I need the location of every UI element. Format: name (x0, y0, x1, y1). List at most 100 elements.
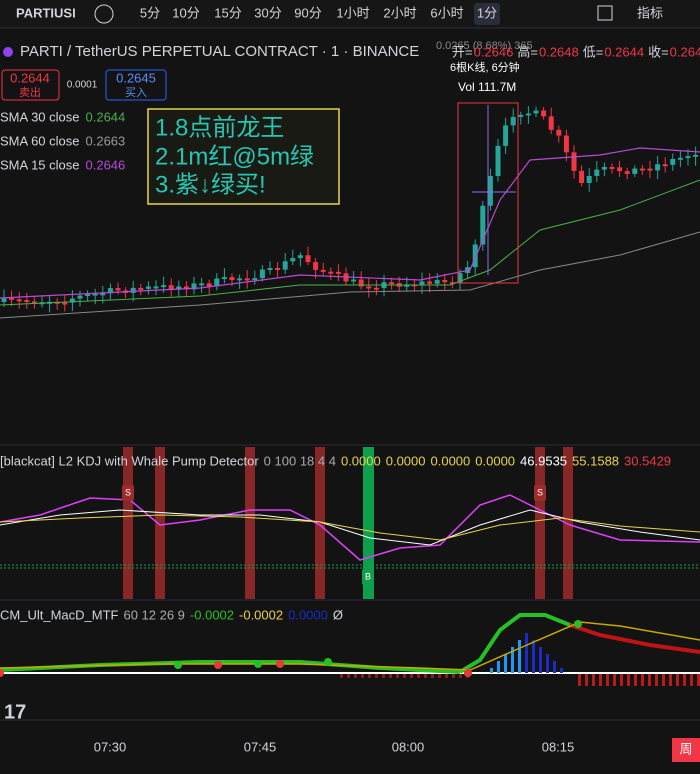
logo: 17 (4, 701, 26, 723)
interval[interactable]: 6小时 (430, 5, 463, 20)
sma-value: 0.2644 (86, 109, 126, 124)
annotation-line: 3.紫↓绿买! (155, 171, 266, 198)
candle (510, 116, 516, 126)
candle (685, 156, 691, 159)
legend-text: 0.0000 (288, 607, 328, 622)
candle (404, 284, 410, 287)
symbol[interactable]: PARTIUSI (16, 5, 76, 20)
histogram (368, 674, 371, 678)
corner-badge (672, 738, 700, 762)
ohlc-label: 收= (648, 44, 669, 59)
sell-button[interactable] (1, 69, 60, 101)
candle (313, 262, 319, 270)
candle (107, 288, 113, 294)
histogram (347, 674, 350, 678)
candle (214, 278, 220, 287)
candle (282, 261, 288, 270)
ohlc-value: 0.2648 (539, 44, 579, 59)
marker-label: S (537, 487, 543, 497)
marker (362, 569, 374, 585)
sma-value: 0.2663 (86, 133, 126, 148)
histogram (375, 674, 378, 678)
buy-price: 0.2645 (116, 70, 156, 85)
kdj-line (0, 514, 700, 541)
indicators-button[interactable]: 指标 (637, 5, 663, 20)
candle (244, 278, 250, 281)
interval[interactable]: 2小时 (383, 5, 416, 20)
candle (267, 268, 273, 271)
interval[interactable]: 30分 (254, 5, 281, 20)
candle (168, 285, 174, 290)
interval[interactable]: 5分 (140, 5, 160, 20)
candle (85, 294, 91, 297)
histogram (424, 674, 427, 678)
candle (601, 166, 607, 170)
histogram (620, 674, 623, 686)
candle (351, 279, 357, 282)
histogram (417, 674, 420, 678)
buy-button[interactable] (105, 69, 167, 101)
histogram (410, 674, 413, 678)
tooltip-volume: Vol 111.7M (458, 80, 516, 94)
marker (122, 485, 134, 501)
kdj-legend: [blackcat] L2 KDJ with Whale Pump Detect… (0, 453, 671, 468)
candle (533, 110, 539, 114)
add-button[interactable] (94, 4, 114, 24)
legend-text: 0.0000 (431, 453, 471, 468)
histogram (648, 674, 651, 686)
candle (571, 152, 577, 171)
candle (579, 170, 585, 183)
spread: 0.0001 (67, 80, 98, 91)
legend-text: 0 100 18 4 4 (264, 453, 336, 468)
cross-dot (254, 660, 262, 668)
histogram (697, 674, 700, 686)
ohlc-label: 低= (583, 44, 604, 59)
candle (358, 279, 364, 287)
legend-text: 55.1588 (572, 453, 619, 468)
time-label: 08:00 (392, 739, 425, 754)
interval[interactable]: 1分 (477, 5, 497, 20)
indicator-icon (597, 5, 613, 21)
cross-dot (324, 658, 332, 666)
candle (677, 157, 683, 160)
candle (206, 283, 212, 287)
interval[interactable]: 15分 (214, 5, 241, 20)
histogram (403, 674, 406, 678)
legend-text: CM_Ult_MacD_MTF (0, 607, 119, 622)
time-label: 07:30 (94, 739, 127, 754)
legend-text: 30.5429 (624, 453, 671, 468)
cross-dot (0, 669, 4, 677)
histogram (518, 640, 521, 673)
histogram (634, 674, 637, 686)
annotation-box (147, 108, 340, 205)
corner-label: 周 (679, 741, 692, 756)
interval[interactable]: 10分 (172, 5, 199, 20)
ohlc-value: 0.2646 (474, 44, 514, 59)
histogram (532, 640, 535, 673)
candle (472, 244, 478, 268)
time-label: 08:15 (542, 739, 575, 754)
interval[interactable]: 90分 (294, 5, 321, 20)
sma-line (0, 231, 700, 319)
sell-label: 卖出 (19, 85, 41, 99)
candle (305, 255, 311, 263)
marker-label: B (365, 571, 371, 581)
histogram (539, 647, 542, 673)
candle (275, 268, 281, 271)
candle (670, 158, 676, 165)
signal-band (155, 447, 165, 599)
candle (632, 168, 638, 174)
candle (389, 282, 395, 285)
legend-text: 46.9535 (520, 453, 567, 468)
candle (176, 286, 182, 290)
candle (427, 281, 433, 284)
candle (366, 286, 372, 289)
histogram (613, 674, 616, 686)
candle (480, 205, 486, 245)
sma-name: SMA 15 close (0, 157, 80, 172)
interval[interactable]: 1小时 (336, 5, 369, 20)
cross-dot (276, 660, 284, 668)
candle (183, 286, 189, 290)
